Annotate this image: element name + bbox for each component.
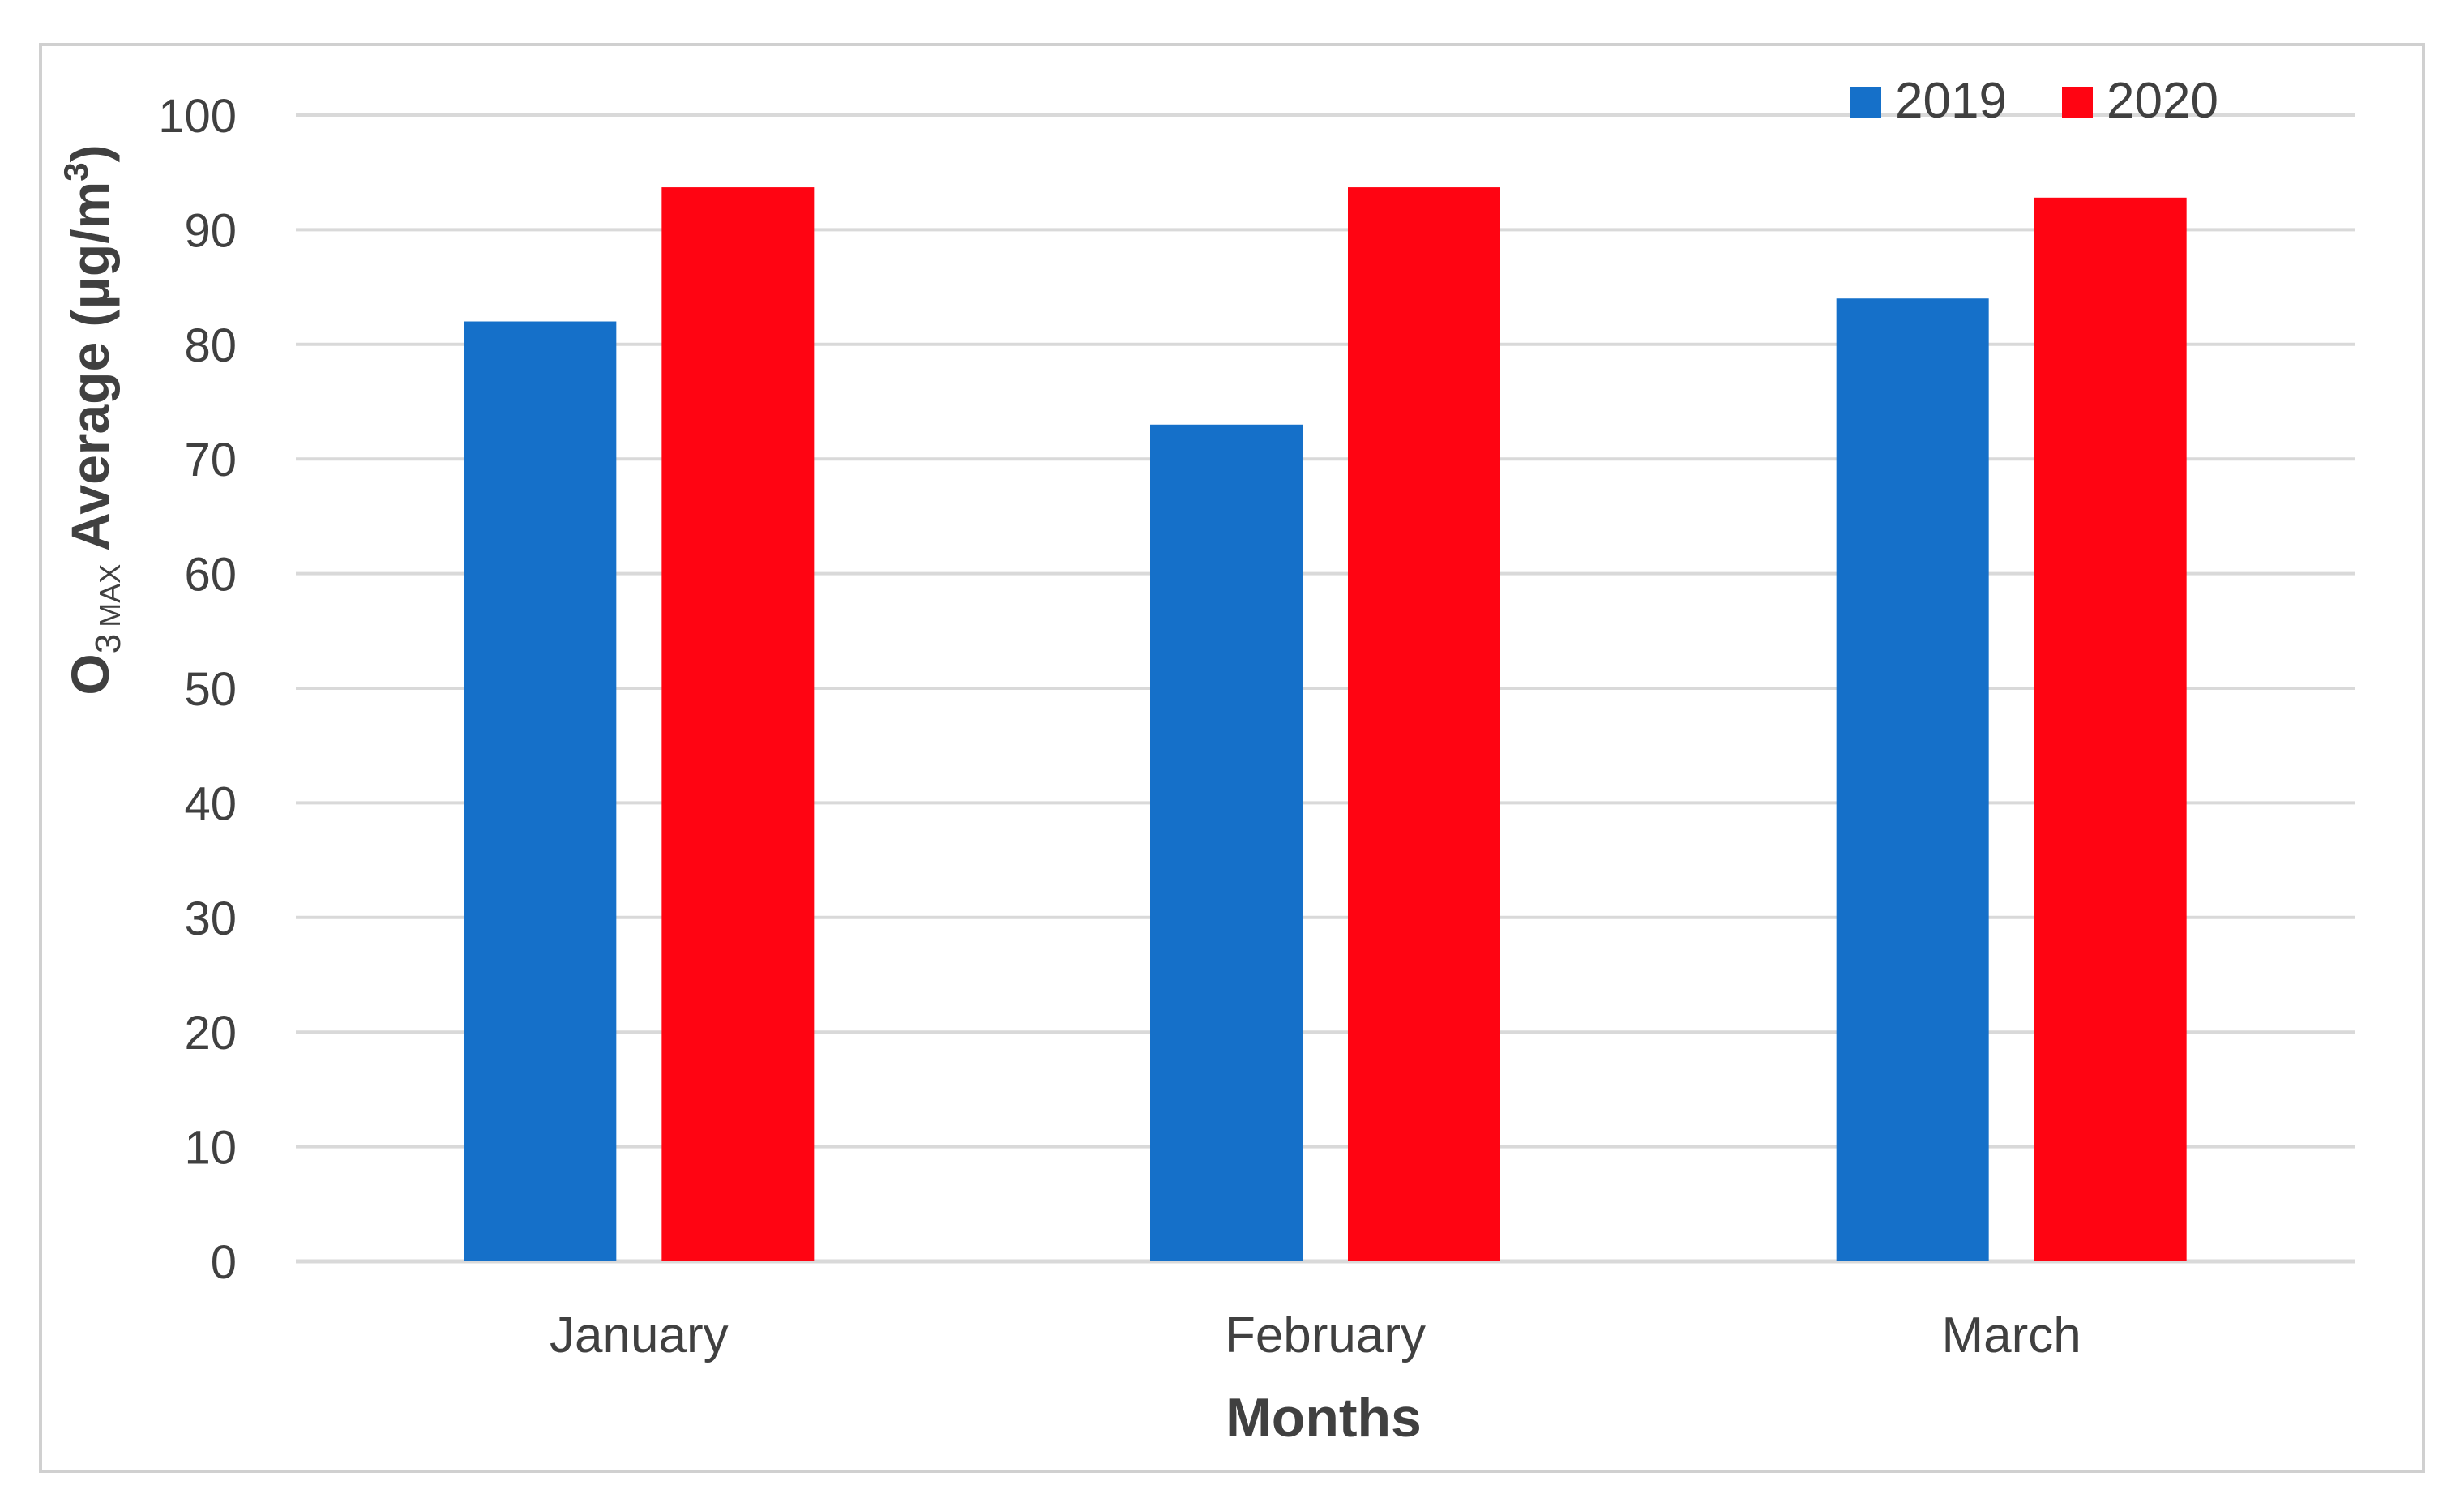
y-tick-label: 60 bbox=[184, 549, 237, 601]
bar-2019-january bbox=[464, 321, 617, 1261]
y-tick-label: 40 bbox=[184, 777, 237, 830]
legend-swatch-2019 bbox=[1850, 87, 1881, 118]
y-tick-label: 50 bbox=[184, 663, 237, 716]
x-tick-label: January bbox=[550, 1308, 729, 1363]
y-tick-label: 90 bbox=[184, 204, 237, 257]
legend: 2019 2020 bbox=[1850, 73, 2218, 129]
y-axis-title: O3MAX Average (μg/m3) bbox=[57, 144, 128, 695]
y-axis-title-prefix: O bbox=[60, 653, 120, 695]
bar-2020-january bbox=[661, 187, 815, 1261]
y-tick-label: 20 bbox=[184, 1007, 237, 1059]
legend-label-2020: 2020 bbox=[2107, 73, 2218, 129]
y-axis-title-suffix: ) bbox=[60, 144, 120, 162]
bar-2019-february bbox=[1150, 424, 1303, 1261]
x-tick-label: February bbox=[1225, 1308, 1426, 1363]
gridlines bbox=[296, 113, 2355, 1264]
x-axis-ticks: January February March bbox=[550, 1308, 2081, 1363]
bars bbox=[464, 187, 2187, 1262]
y-tick-label: 80 bbox=[184, 319, 237, 372]
y-tick-label: 0 bbox=[211, 1236, 237, 1289]
x-tick-label: March bbox=[1942, 1308, 2081, 1363]
x-axis-title: Months bbox=[1226, 1387, 1422, 1449]
y-tick-label: 10 bbox=[184, 1122, 237, 1175]
bar-2019-march bbox=[1836, 298, 1989, 1261]
y-axis-title-main: Average (μg/m bbox=[60, 182, 120, 564]
y-axis-title-sub2: MAX bbox=[93, 564, 126, 627]
y-tick-label: 70 bbox=[184, 434, 237, 486]
y-tick-label: 30 bbox=[184, 892, 237, 945]
y-tick-label: 100 bbox=[158, 90, 237, 143]
legend-label-2019: 2019 bbox=[1895, 73, 2007, 129]
y-axis-ticks: 0 10 20 30 40 50 60 70 80 90 100 bbox=[158, 90, 237, 1289]
bar-2020-february bbox=[1348, 187, 1500, 1261]
y-axis-title-sup: 3 bbox=[57, 162, 95, 181]
y-axis-title-sub1: 3 bbox=[88, 634, 128, 653]
bar-2020-march bbox=[2034, 197, 2187, 1262]
legend-swatch-2020 bbox=[2062, 87, 2093, 118]
